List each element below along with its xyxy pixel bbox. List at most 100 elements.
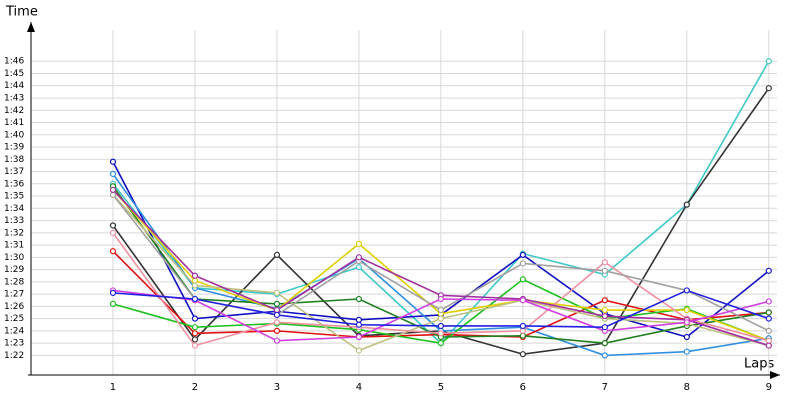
data-point — [601, 324, 608, 331]
data-point — [273, 337, 281, 344]
data-point — [273, 289, 281, 296]
data-point — [437, 330, 444, 337]
y-tick-label: 1:30 — [4, 253, 24, 263]
data-point — [191, 330, 199, 337]
y-tick-label: 1:35 — [4, 192, 24, 202]
data-point — [601, 306, 608, 314]
data-point — [191, 342, 199, 349]
data-point — [519, 332, 526, 339]
y-tick-label: 1:34 — [4, 204, 24, 214]
data-point — [765, 342, 772, 349]
data-point — [683, 319, 690, 326]
y-tick-label: 1:44 — [4, 81, 24, 91]
data-point — [355, 264, 363, 271]
data-point — [683, 306, 690, 314]
data-point — [109, 229, 117, 236]
y-tick-label: 1:25 — [4, 314, 24, 324]
data-point — [273, 306, 281, 314]
data-point — [109, 289, 117, 296]
data-point — [191, 336, 199, 343]
y-tick-label: 1:36 — [4, 179, 24, 189]
data-point — [601, 259, 608, 266]
y-tick-label: 1:32 — [4, 228, 24, 238]
y-tick-label: 1:45 — [4, 69, 24, 79]
y-tick-label: 1:27 — [4, 290, 24, 300]
y-tick-label: 1:37 — [4, 167, 24, 177]
y-tick-label: 1:42 — [4, 106, 24, 116]
data-point — [519, 322, 526, 330]
data-point — [109, 222, 117, 229]
data-point — [109, 248, 117, 255]
data-point — [683, 348, 690, 355]
data-point — [355, 254, 363, 261]
y-tick-label: 1:43 — [4, 93, 24, 103]
data-point — [519, 260, 526, 267]
data-point — [519, 327, 526, 334]
data-point — [519, 297, 526, 304]
y-tick-label: 1:24 — [4, 326, 24, 336]
data-point — [519, 251, 526, 258]
data-point — [601, 267, 608, 274]
data-point — [355, 347, 363, 354]
y-axis-title: Time — [5, 5, 38, 20]
data-point — [109, 300, 117, 308]
data-point — [765, 58, 772, 65]
x-tick-label: 9 — [766, 382, 772, 393]
data-point — [765, 327, 772, 334]
x-tick-label: 8 — [684, 382, 690, 393]
y-tick-label: 1:26 — [4, 302, 24, 312]
data-point — [273, 319, 281, 326]
data-point — [765, 337, 772, 344]
data-point — [355, 321, 363, 328]
data-point — [355, 295, 363, 303]
data-point — [437, 340, 444, 347]
data-point — [273, 300, 281, 308]
data-point — [765, 267, 772, 274]
data-point — [601, 313, 608, 320]
data-point — [191, 272, 199, 279]
y-tick-label: 1:33 — [4, 216, 24, 226]
data-point — [109, 170, 117, 178]
data-point — [191, 295, 199, 303]
y-tick-label: 1:41 — [4, 118, 24, 128]
x-tick-label: 4 — [356, 382, 362, 393]
data-point — [191, 282, 199, 289]
data-point — [273, 251, 281, 258]
y-tick-label: 1:22 — [4, 351, 24, 361]
data-point — [601, 352, 608, 359]
y-tick-label: 1:23 — [4, 339, 24, 349]
data-point — [273, 327, 281, 334]
data-point — [109, 191, 117, 198]
y-tick-label: 1:28 — [4, 277, 24, 287]
y-axis-arrow — [27, 22, 35, 32]
y-tick-label: 1:46 — [4, 57, 24, 67]
x-axis-title: Laps — [744, 357, 774, 372]
data-point — [683, 333, 690, 341]
data-point — [765, 298, 772, 305]
y-tick-label: 1:39 — [4, 143, 24, 153]
x-axis-arrow — [770, 371, 780, 379]
data-point — [765, 315, 772, 322]
data-point — [519, 276, 526, 283]
data-point — [355, 316, 363, 323]
data-point — [683, 201, 690, 208]
x-tick-label: 5 — [438, 382, 444, 393]
data-point — [601, 297, 608, 304]
y-tick-label: 1:31 — [4, 241, 24, 251]
data-point — [191, 315, 199, 322]
data-point — [109, 186, 117, 194]
x-tick-label: 3 — [274, 382, 280, 393]
data-point — [109, 158, 117, 165]
x-tick-label: 6 — [520, 382, 526, 393]
data-point — [437, 295, 444, 303]
data-point — [601, 340, 608, 347]
y-tick-label: 1:38 — [4, 155, 24, 165]
data-point — [519, 351, 526, 358]
data-point — [191, 277, 199, 284]
data-point — [191, 324, 199, 331]
data-point — [765, 309, 772, 316]
y-tick-label: 1:40 — [4, 130, 24, 140]
x-tick-label: 7 — [602, 382, 608, 393]
data-point — [765, 85, 772, 92]
